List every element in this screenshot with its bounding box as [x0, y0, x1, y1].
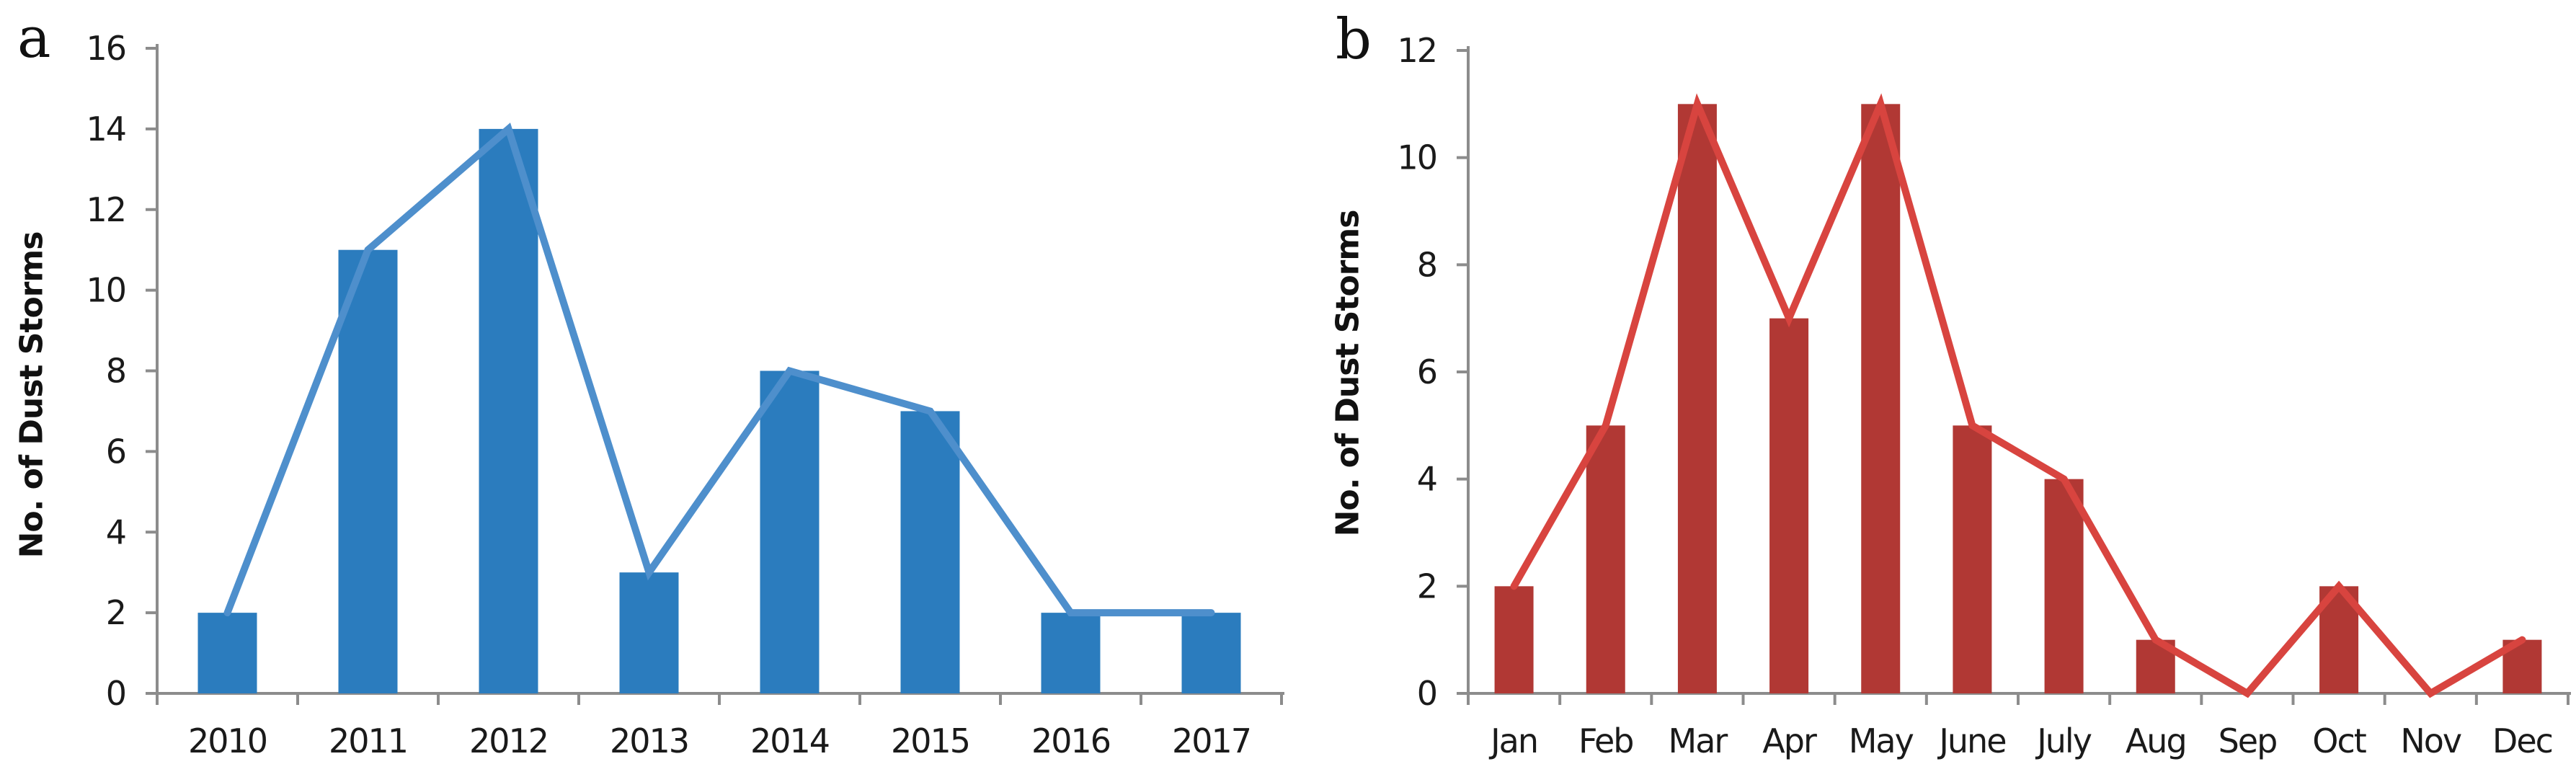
chart-b-x-label-Apr: Apr: [1762, 722, 1817, 760]
chart-a-y-tick-label-10: 10: [86, 271, 125, 310]
chart-a-y-tick-label-2: 2: [106, 593, 125, 632]
chart-b-y-tick-label-4: 4: [1417, 460, 1436, 499]
chart-b-y-axis-title: No. of Dust Storms: [1329, 210, 1367, 537]
chart-b-trend-line: [1510, 93, 2526, 698]
chart-b-x-label-May: May: [1849, 722, 1914, 760]
chart-b-x-label-Mar: Mar: [1669, 722, 1728, 760]
chart-b-x-label-Dec: Dec: [2492, 722, 2552, 760]
panel-b-letter: b: [1336, 7, 1372, 72]
chart-a-y-tick-label-6: 6: [106, 432, 125, 471]
chart-b-bars: [1494, 104, 2542, 694]
chart-b-y-tick-label-8: 8: [1417, 245, 1436, 284]
chart-b-y-tick-label-2: 2: [1417, 567, 1436, 605]
chart-b-bar-July: [2044, 479, 2084, 693]
chart-b-x-label-Jan: Jan: [1488, 722, 1537, 760]
chart-b-x-label-Oct: Oct: [2312, 722, 2366, 760]
chart-a-bars: [197, 128, 1241, 693]
chart-a-y-axis-title: No. of Dust Storms: [13, 231, 50, 559]
chart-a-trend-line: [223, 123, 1215, 617]
chart-b-x-label-June: June: [1937, 722, 2005, 760]
chart-a-y-tick-label-4: 4: [106, 512, 125, 551]
chart-a-bar-2013: [619, 572, 679, 693]
chart-b-x-label-July: July: [2035, 722, 2092, 760]
chart-b-y-tick-label-0: 0: [1417, 674, 1436, 713]
chart-b-bar-May: [1861, 104, 1901, 694]
chart-a-x-label-2014: 2014: [750, 722, 829, 760]
chart-b-bar-Mar: [1677, 104, 1717, 694]
chart-a-bar-2015: [900, 411, 960, 693]
chart-b-y-tick-label-6: 6: [1417, 352, 1436, 391]
chart-b-y-tick-label-12: 12: [1397, 31, 1436, 70]
chart-a-bar-2016: [1041, 613, 1101, 693]
chart-b-bar-June: [1953, 425, 1992, 693]
chart-a-y-tick-label-8: 8: [106, 352, 125, 391]
chart-b-bar-Feb: [1586, 425, 1625, 693]
chart-b-bar-Apr: [1769, 318, 1809, 694]
chart-b-bar-Jan: [1494, 586, 1534, 693]
chart-a-x-label-2017: 2017: [1172, 722, 1251, 760]
chart-b-x-label-Nov: Nov: [2400, 722, 2461, 760]
chart-a-bar-2010: [197, 613, 257, 693]
chart-a-bar-2011: [338, 249, 398, 693]
chart-b-x-label-Sep: Sep: [2219, 722, 2277, 760]
chart-a-x-label-2016: 2016: [1031, 722, 1110, 760]
chart-a-x-label-2015: 2015: [891, 722, 969, 760]
chart-b-x-label-Aug: Aug: [2126, 722, 2186, 760]
chart-b: 0 2 4 6 8 10 12 Jan Feb Mar Apr May June July Aug Sep Oc…: [1397, 31, 2571, 760]
chart-a-x-label-2012: 2012: [469, 722, 548, 760]
chart-a-y-tick-label-16: 16: [86, 29, 125, 68]
chart-a-y-tick-label-0: 0: [106, 674, 125, 713]
chart-a-bar-2014: [760, 370, 820, 693]
panel-a-letter: a: [17, 6, 51, 71]
chart-a-y-tick-label-12: 12: [86, 190, 125, 229]
chart-b-x-label-Feb: Feb: [1578, 722, 1633, 760]
chart-a-x-label-2011: 2011: [329, 722, 407, 760]
chart-a-y-tick-label-14: 14: [86, 110, 125, 148]
chart-a-bar-2017: [1181, 613, 1241, 693]
chart-a-bar-2012: [479, 128, 538, 693]
chart-a: 0 2 4 6 8 10 12 14 16 2010 2011 2012 2013 2014 2015 201…: [86, 29, 1284, 760]
chart-b-y-tick-label-10: 10: [1397, 138, 1436, 177]
chart-a-x-label-2013: 2013: [610, 722, 688, 760]
chart-a-x-label-2010: 2010: [188, 722, 267, 760]
